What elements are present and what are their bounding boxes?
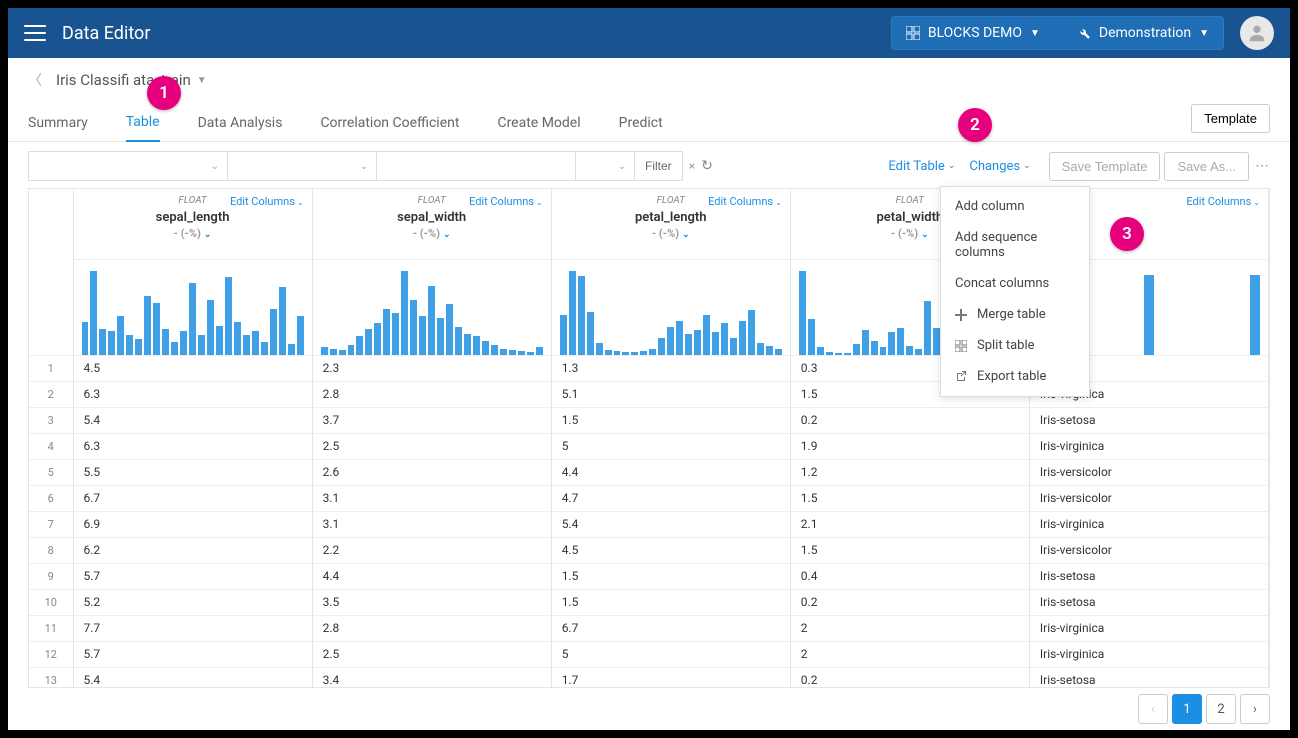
project-selector[interactable]: BLOCKS DEMO ▼ bbox=[891, 16, 1055, 50]
callout-badge-2: 2 bbox=[958, 108, 992, 142]
histogram-petal_length bbox=[551, 259, 790, 355]
blocks-icon bbox=[906, 26, 920, 40]
table-row[interactable]: 135.43.41.70.2Iris-setosa bbox=[29, 667, 1269, 688]
filter-button[interactable]: Filter bbox=[634, 151, 683, 181]
histogram-sepal_width bbox=[312, 259, 551, 355]
tab-create-model[interactable]: Create Model bbox=[497, 105, 580, 141]
tab-summary[interactable]: Summary bbox=[28, 105, 88, 141]
menu-item-export-table[interactable]: Export table bbox=[941, 361, 1089, 392]
workspace-label: Demonstration bbox=[1099, 25, 1191, 41]
callout-badge-1: 1 bbox=[147, 76, 181, 110]
page-1[interactable]: 1 bbox=[1172, 694, 1202, 724]
table-row[interactable]: 46.32.551.9Iris-virginica bbox=[29, 433, 1269, 459]
filter-select-4[interactable]: ⌄ bbox=[575, 151, 635, 181]
table-row[interactable]: 117.72.86.72Iris-virginica bbox=[29, 615, 1269, 641]
plus-icon bbox=[955, 309, 971, 321]
page-2[interactable]: 2 bbox=[1206, 694, 1236, 724]
column-header-petal_length: Edit Columns⌄ FLOAT petal_length - (-%)⌄ bbox=[551, 189, 790, 259]
menu-item-concat-columns[interactable]: Concat columns bbox=[941, 268, 1089, 299]
filter-select-1[interactable]: ⌄ bbox=[28, 151, 228, 181]
table-area: Edit Columns⌄ FLOAT sepal_length - (-%)⌄… bbox=[8, 188, 1290, 730]
tab-predict[interactable]: Predict bbox=[619, 105, 663, 141]
export-icon bbox=[955, 371, 971, 383]
tabs: Summary Table Data Analysis Correlation Coe… bbox=[8, 102, 1290, 142]
edit-columns-link[interactable]: Edit Columns⌄ bbox=[708, 195, 782, 208]
table-row[interactable]: 95.74.41.50.4Iris-setosa bbox=[29, 563, 1269, 589]
save-template-button[interactable]: Save Template bbox=[1049, 152, 1161, 181]
edit-table-link[interactable]: Edit Table⌄ bbox=[888, 159, 955, 174]
menu-item-split-table[interactable]: Split table bbox=[941, 330, 1089, 361]
table-row[interactable]: 55.52.64.41.2Iris-versicolor bbox=[29, 459, 1269, 485]
menu-item-merge-table[interactable]: Merge table bbox=[941, 299, 1089, 330]
table-row[interactable]: 66.73.14.71.5Iris-versicolor bbox=[29, 485, 1269, 511]
top-navbar: Data Editor BLOCKS DEMO ▼ Demonstration … bbox=[8, 8, 1290, 58]
filter-row: ⌄ ⌄ ⌄ Filter × ↻ Edit Table⌄ Changes⌄ Sa… bbox=[8, 142, 1290, 188]
table-row[interactable]: 76.93.15.42.1Iris-virginica bbox=[29, 511, 1269, 537]
pagination: ‹12› bbox=[28, 688, 1270, 730]
column-header-sepal_length: Edit Columns⌄ FLOAT sepal_length - (-%)⌄ bbox=[73, 189, 312, 259]
caret-down-icon: ▼ bbox=[1030, 28, 1040, 39]
edit-columns-link[interactable]: Edit Columns⌄ bbox=[469, 195, 543, 208]
column-header-sepal_width: Edit Columns⌄ FLOAT sepal_width - (-%)⌄ bbox=[312, 189, 551, 259]
tab-data-analysis[interactable]: Data Analysis bbox=[198, 105, 283, 141]
page-next[interactable]: › bbox=[1240, 694, 1270, 724]
breadcrumb-row: 〈 Iris Classifi ata_train ▼ bbox=[8, 58, 1290, 102]
menu-item-add-column[interactable]: Add column bbox=[941, 191, 1089, 222]
table-row[interactable]: 35.43.71.50.2Iris-setosa bbox=[29, 407, 1269, 433]
filter-select-3[interactable] bbox=[376, 151, 576, 181]
menu-item-add-sequence-columns[interactable]: Add sequence columns bbox=[941, 222, 1089, 268]
save-as-button[interactable]: Save As... bbox=[1164, 152, 1249, 181]
template-button[interactable]: Template bbox=[1191, 104, 1270, 133]
table-row[interactable]: 86.22.24.51.5Iris-versicolor bbox=[29, 537, 1269, 563]
clear-filter-icon[interactable]: × bbox=[689, 159, 695, 173]
callout-badge-3: 3 bbox=[1110, 217, 1144, 251]
app-title: Data Editor bbox=[62, 23, 150, 44]
caret-down-icon[interactable]: ▼ bbox=[197, 75, 207, 86]
table-row[interactable]: 105.23.51.50.2Iris-setosa bbox=[29, 589, 1269, 615]
table-row[interactable]: 125.72.552Iris-virginica bbox=[29, 641, 1269, 667]
refresh-icon[interactable]: ↻ bbox=[701, 158, 713, 174]
filter-select-2[interactable]: ⌄ bbox=[227, 151, 377, 181]
edit-columns-link[interactable]: Edit Columns⌄ bbox=[1186, 195, 1260, 208]
more-icon[interactable]: ⋯ bbox=[1255, 158, 1270, 174]
grid-icon bbox=[955, 340, 971, 352]
workspace-selector[interactable]: Demonstration ▼ bbox=[1055, 16, 1224, 50]
tab-table[interactable]: Table bbox=[126, 104, 160, 142]
histogram-sepal_length bbox=[73, 259, 312, 355]
project-label: BLOCKS DEMO bbox=[928, 25, 1022, 41]
back-icon[interactable]: 〈 bbox=[28, 70, 42, 90]
caret-down-icon: ▼ bbox=[1199, 28, 1209, 39]
wrench-icon bbox=[1077, 26, 1091, 40]
changes-link[interactable]: Changes⌄ bbox=[969, 159, 1030, 174]
edit-table-dropdown: Add columnAdd sequence columnsConcat col… bbox=[940, 186, 1090, 397]
tab-correlation-coefficient[interactable]: Correlation Coefficient bbox=[320, 105, 459, 141]
page-prev[interactable]: ‹ bbox=[1138, 694, 1168, 724]
edit-columns-link[interactable]: Edit Columns⌄ bbox=[230, 195, 304, 208]
menu-icon[interactable] bbox=[24, 22, 46, 44]
user-avatar[interactable] bbox=[1240, 16, 1274, 50]
